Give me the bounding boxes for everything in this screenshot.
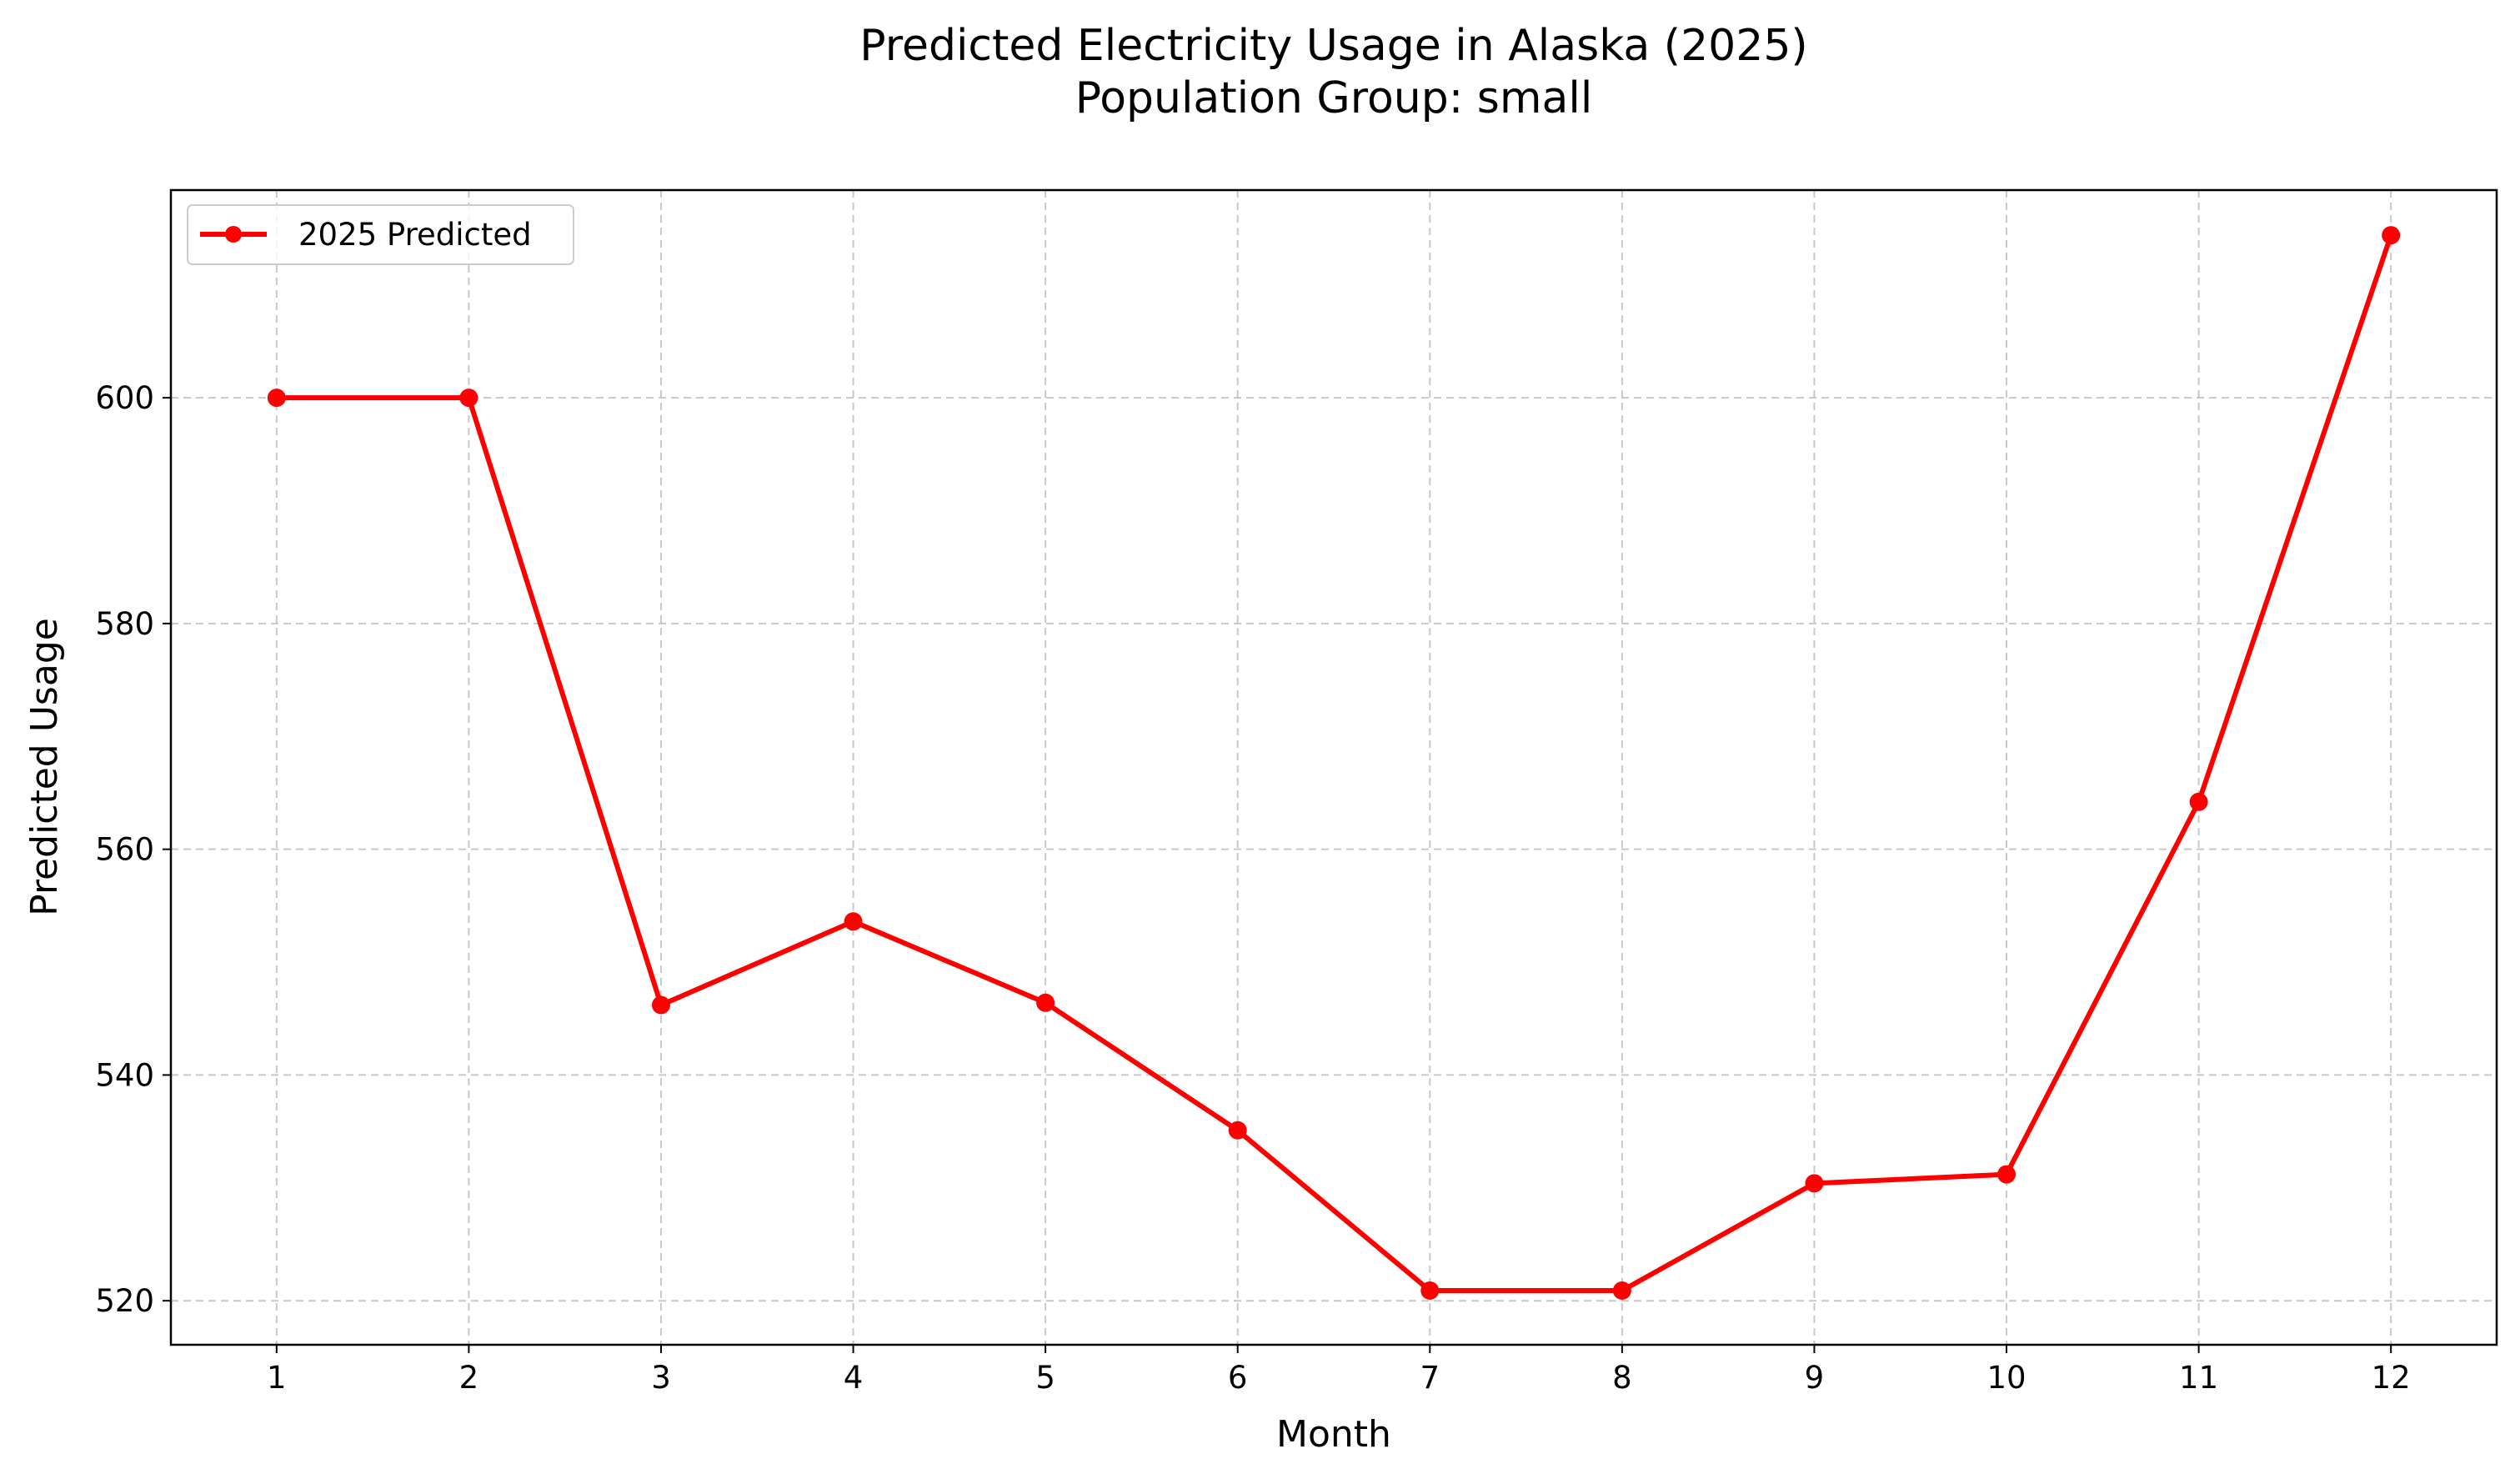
data-point <box>1805 1174 1824 1193</box>
data-point <box>2382 226 2401 245</box>
x-tick-label: 5 <box>1035 1360 1055 1396</box>
x-tick-label: 9 <box>1805 1360 1825 1396</box>
x-tick-label: 11 <box>2179 1360 2218 1396</box>
legend-label: 2025 Predicted <box>298 217 532 253</box>
data-point <box>1420 1281 1440 1301</box>
x-tick-label: 10 <box>1986 1360 2026 1396</box>
x-tick-label: 1 <box>267 1360 287 1396</box>
x-tick-label: 4 <box>844 1360 864 1396</box>
data-point <box>2189 792 2208 811</box>
chart-subtitle: Population Group: small <box>1075 73 1593 123</box>
y-tick-label: 580 <box>95 606 154 642</box>
plot-area-frame <box>169 188 2498 1346</box>
chart-title: Predicted Electricity Usage in Alaska (2… <box>859 21 1807 71</box>
data-point <box>651 995 670 1015</box>
x-tick-label: 6 <box>1228 1360 1248 1396</box>
x-tick-label: 3 <box>651 1360 671 1396</box>
data-point <box>1612 1281 1631 1301</box>
data-point <box>1997 1165 2017 1184</box>
legend: 2025 Predicted <box>187 204 574 265</box>
legend-box <box>187 204 574 265</box>
y-tick-label: 520 <box>95 1283 154 1319</box>
y-tick-label: 540 <box>95 1057 154 1093</box>
x-axis-label: Month <box>1276 1413 1391 1456</box>
data-point <box>1228 1121 1247 1140</box>
y-axis-label: Predicted Usage <box>23 618 66 916</box>
series-lines <box>267 226 2401 1301</box>
data-point <box>1036 993 1055 1012</box>
y-tick-label: 600 <box>95 380 154 416</box>
x-tick-label: 12 <box>2372 1360 2411 1396</box>
x-tick-label: 7 <box>1420 1360 1440 1396</box>
series-line <box>273 233 2394 1294</box>
grid-lines <box>171 190 2497 1345</box>
data-point <box>267 389 286 408</box>
legend-marker-swatch <box>225 226 242 243</box>
y-tick-label: 560 <box>95 832 154 868</box>
x-tick-label: 8 <box>1612 1360 1632 1396</box>
data-point <box>459 389 478 408</box>
x-tick-label: 2 <box>459 1360 479 1396</box>
data-point <box>844 912 863 931</box>
